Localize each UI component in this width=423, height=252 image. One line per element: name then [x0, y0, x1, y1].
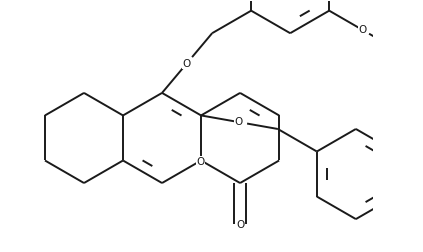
Text: O: O	[196, 157, 204, 167]
Text: O: O	[235, 117, 243, 127]
Text: O: O	[358, 25, 366, 35]
Text: O: O	[236, 220, 244, 230]
Text: O: O	[183, 58, 191, 69]
